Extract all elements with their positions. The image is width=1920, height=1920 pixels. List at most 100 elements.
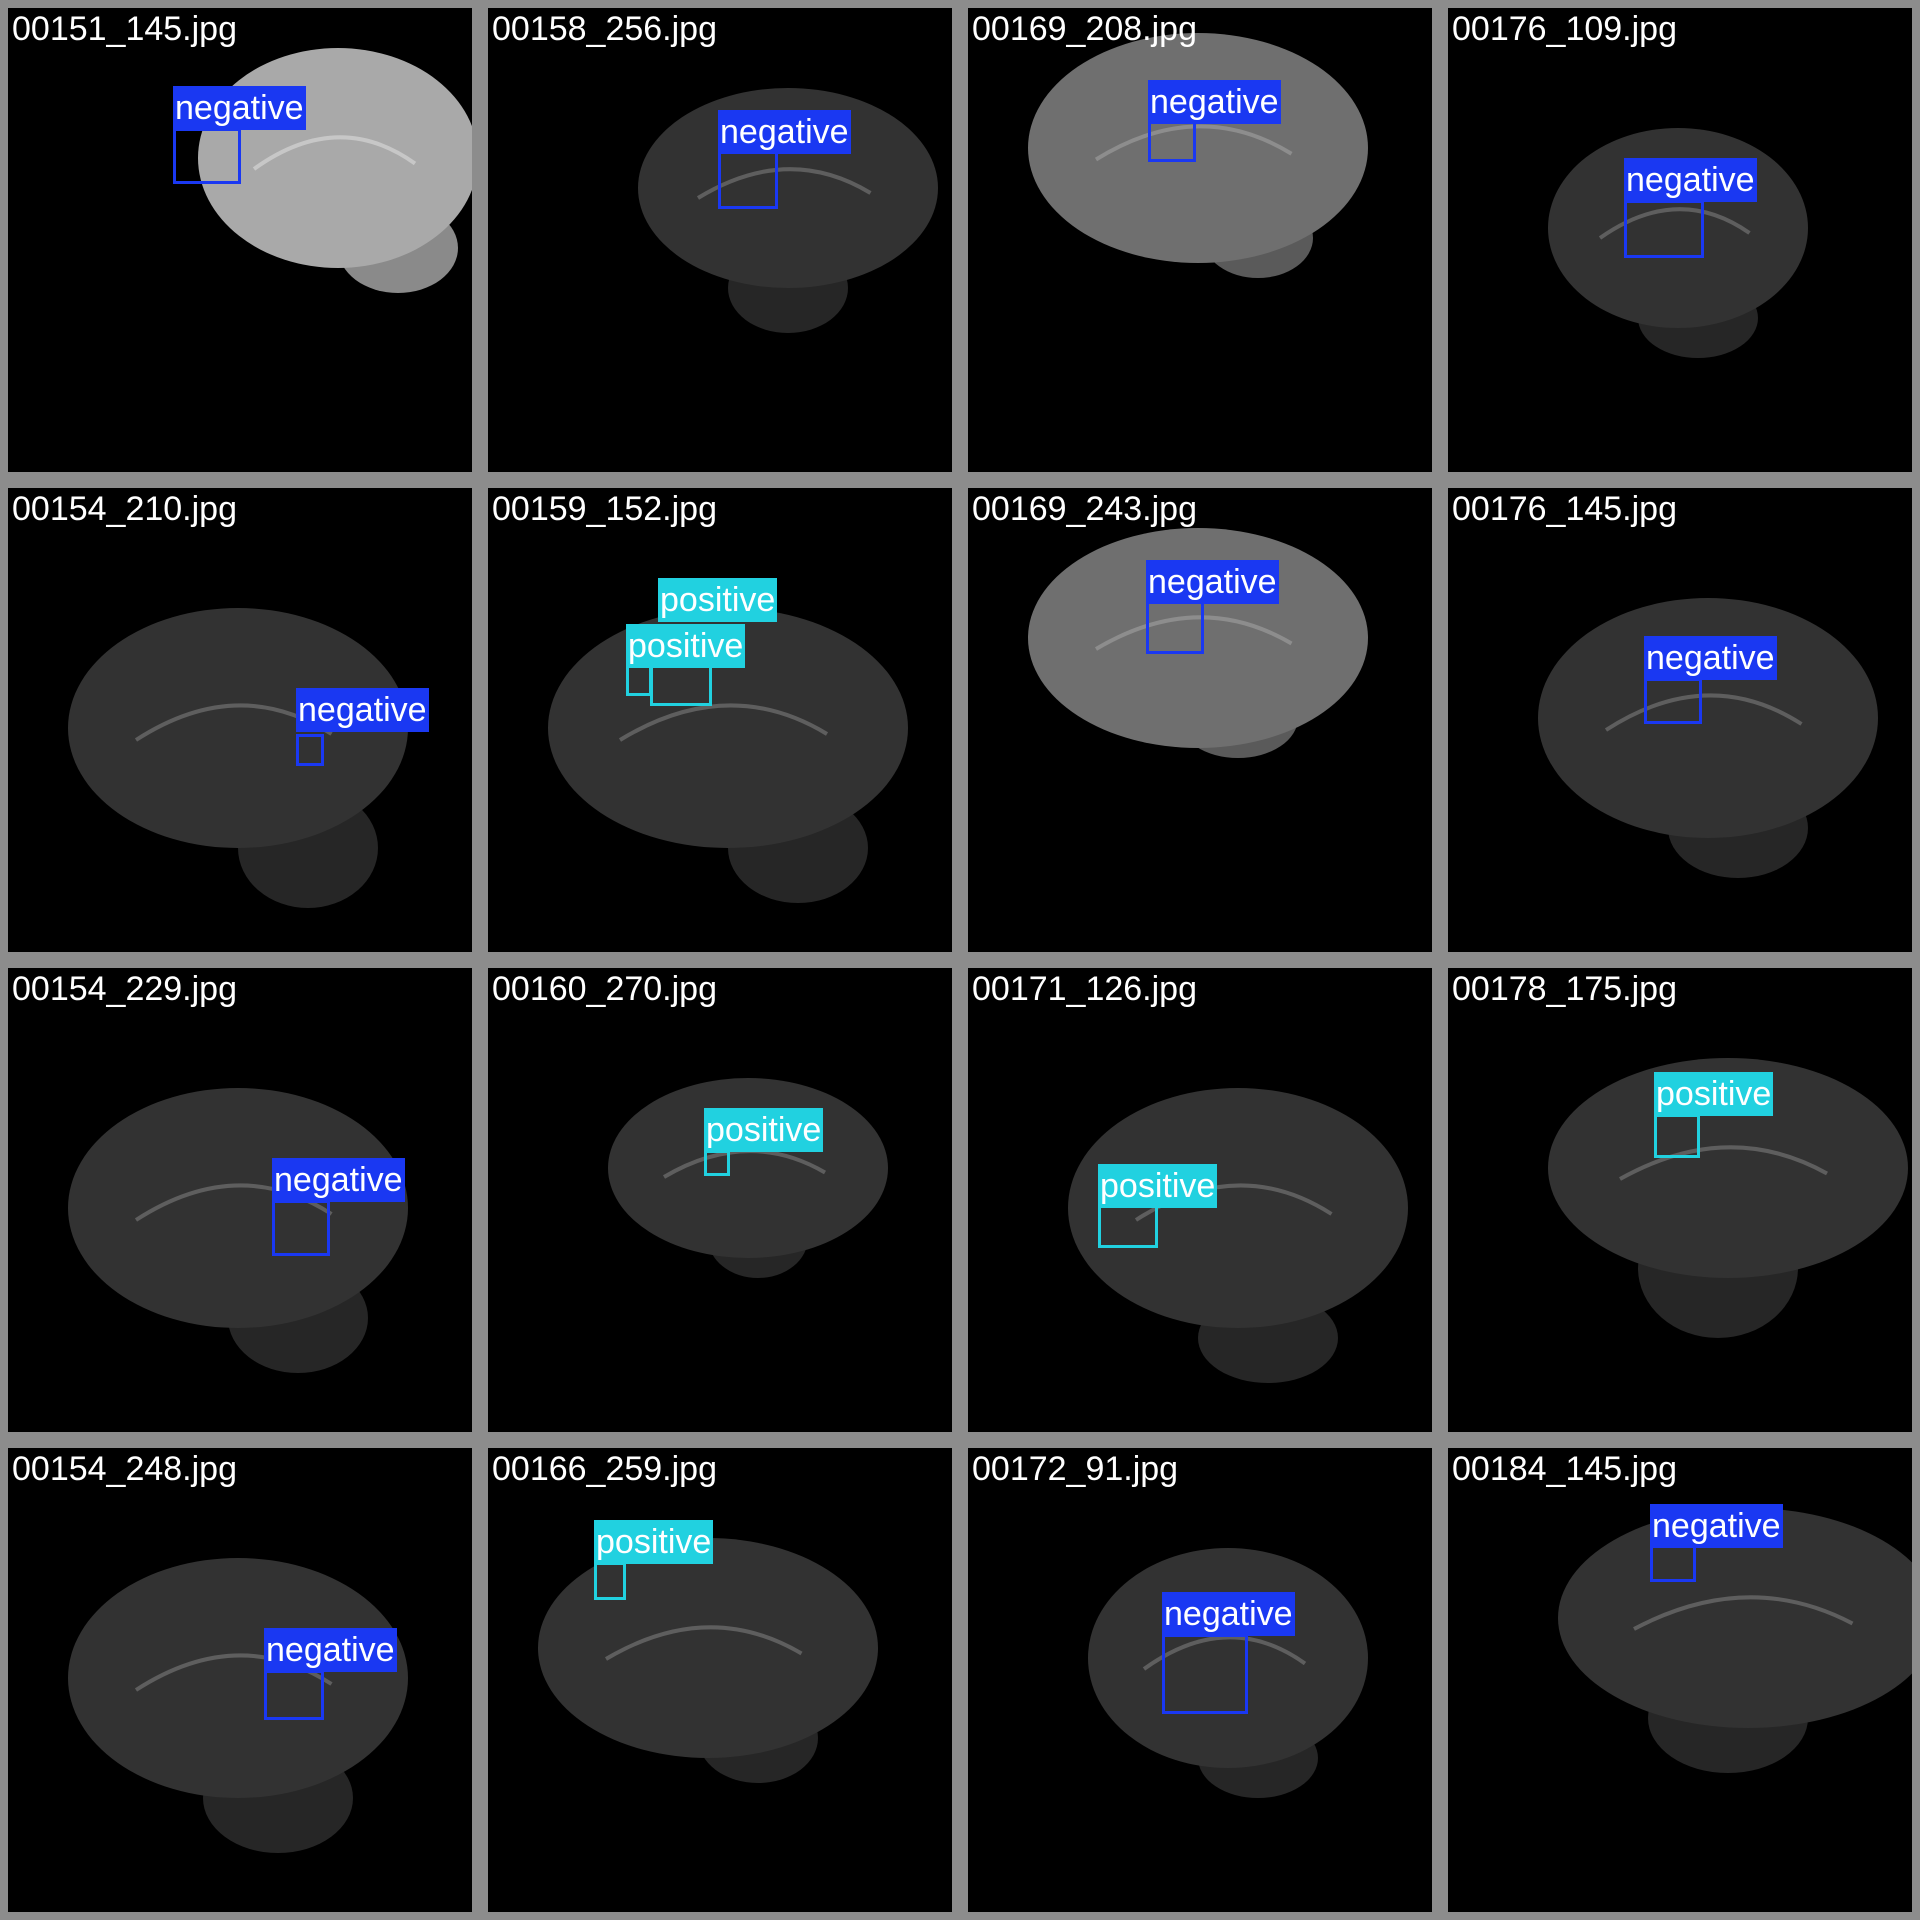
filename-label: 00151_145.jpg	[12, 10, 238, 48]
detection-label: positive	[1654, 1072, 1774, 1116]
cerebrum-shape	[1548, 1058, 1908, 1278]
cerebrum-shape	[1068, 1088, 1408, 1328]
detection-label: positive	[704, 1108, 824, 1152]
detection-box	[1650, 1544, 1696, 1582]
brain-scan-image	[68, 608, 408, 908]
image-tile: 00154_248.jpg negative	[8, 1448, 472, 1912]
cerebrum-shape	[1028, 33, 1368, 263]
detection-box	[594, 1562, 626, 1600]
image-tile: 00171_126.jpg positive	[968, 968, 1432, 1432]
image-tile: 00151_145.jpg negative	[8, 8, 472, 472]
filename-label: 00159_152.jpg	[492, 490, 718, 528]
image-tile: 00160_270.jpg positive	[488, 968, 952, 1432]
brain-scan-image	[1028, 528, 1368, 758]
cerebrum-shape	[1088, 1548, 1368, 1768]
detection-box	[1162, 1634, 1248, 1714]
brain-scan-image	[638, 88, 938, 333]
filename-label: 00169_243.jpg	[972, 490, 1198, 528]
detection-box	[1098, 1204, 1158, 1248]
brain-fold	[1094, 615, 1293, 651]
brain-scan-image	[608, 1078, 888, 1278]
brain-fold	[618, 703, 829, 742]
detection-label: positive	[594, 1520, 714, 1564]
detection-box	[1148, 120, 1196, 162]
detection-label: positive	[1098, 1164, 1218, 1208]
filename-label: 00154_210.jpg	[12, 490, 238, 528]
detection-label: positive	[658, 578, 778, 622]
cerebrum-shape	[68, 1558, 408, 1798]
detection-label: negative	[1624, 158, 1757, 202]
brain-scan-image	[548, 608, 908, 903]
image-tile: 00169_243.jpg negative	[968, 488, 1432, 952]
filename-label: 00166_259.jpg	[492, 1450, 718, 1488]
cerebrum-shape	[1538, 598, 1878, 838]
brain-scan-image	[68, 1088, 408, 1373]
detection-label: negative	[1148, 80, 1281, 124]
cerebrum-shape	[1558, 1508, 1912, 1728]
filename-label: 00184_145.jpg	[1452, 1450, 1678, 1488]
brain-fold	[1633, 1595, 1854, 1631]
image-tile: 00169_208.jpg negative	[968, 8, 1432, 472]
filename-label: 00158_256.jpg	[492, 10, 718, 48]
image-tile: 00184_145.jpg negative	[1448, 1448, 1912, 1912]
brain-scan-image	[538, 1538, 878, 1783]
filename-label: 00171_126.jpg	[972, 970, 1198, 1008]
detection-label: negative	[173, 86, 306, 130]
brain-fold	[1619, 1145, 1828, 1181]
detection-label: negative	[264, 1628, 397, 1672]
brain-scan-image	[1068, 1088, 1408, 1383]
image-tile: 00176_109.jpg negative	[1448, 8, 1912, 472]
brain-scan-image	[198, 48, 472, 293]
cerebrum-shape	[548, 608, 908, 848]
image-tile: 00178_175.jpg positive	[1448, 968, 1912, 1432]
detection-label: negative	[1650, 1504, 1783, 1548]
brain-fold	[252, 135, 417, 171]
brain-scan-image	[1028, 33, 1368, 278]
cerebrum-shape	[538, 1538, 878, 1758]
cerebrum-shape	[68, 1088, 408, 1328]
image-tile: 00172_91.jpg negative	[968, 1448, 1432, 1912]
detection-label: positive	[626, 624, 746, 668]
filename-label: 00172_91.jpg	[972, 1450, 1179, 1488]
detection-box	[1644, 678, 1702, 724]
brain-fold	[1598, 207, 1751, 240]
detection-box	[173, 128, 241, 184]
filename-label: 00160_270.jpg	[492, 970, 718, 1008]
brain-scan-image	[1538, 598, 1878, 878]
filename-label: 00178_175.jpg	[1452, 970, 1678, 1008]
detection-label: negative	[1146, 560, 1279, 604]
detection-box	[264, 1670, 324, 1720]
detection-box	[296, 734, 324, 766]
detection-box	[704, 1150, 730, 1176]
brain-scan-image	[1558, 1508, 1912, 1773]
image-tile: 00159_152.jpg positive positive	[488, 488, 952, 952]
image-tile: 00154_229.jpg negative	[8, 968, 472, 1432]
image-tile: 00166_259.jpg positive	[488, 1448, 952, 1912]
filename-label: 00154_248.jpg	[12, 1450, 238, 1488]
detection-box	[1654, 1114, 1700, 1158]
brain-scan-image	[1548, 1058, 1908, 1338]
detection-label: negative	[296, 688, 429, 732]
detection-label: negative	[272, 1158, 405, 1202]
filename-label: 00176_145.jpg	[1452, 490, 1678, 528]
cerebrum-shape	[608, 1078, 888, 1258]
cerebrum-shape	[1028, 528, 1368, 748]
detection-box	[718, 151, 778, 209]
filename-label: 00154_229.jpg	[12, 970, 238, 1008]
cerebrum-shape	[68, 608, 408, 848]
detection-box	[272, 1200, 330, 1256]
brain-scan-image	[68, 1558, 408, 1853]
detection-label: negative	[1644, 636, 1777, 680]
filename-label: 00176_109.jpg	[1452, 10, 1678, 48]
image-tile: 00176_145.jpg negative	[1448, 488, 1912, 952]
filename-label: 00169_208.jpg	[972, 10, 1198, 48]
brain-fold	[604, 1625, 803, 1661]
cerebrum-shape	[638, 88, 938, 288]
detection-box	[1146, 600, 1204, 654]
image-tile: 00158_256.jpg negative	[488, 8, 952, 472]
image-tile: 00154_210.jpg negative	[8, 488, 472, 952]
detection-box	[1624, 200, 1704, 258]
brain-fold	[1604, 693, 1803, 732]
detection-label: negative	[1162, 1592, 1295, 1636]
